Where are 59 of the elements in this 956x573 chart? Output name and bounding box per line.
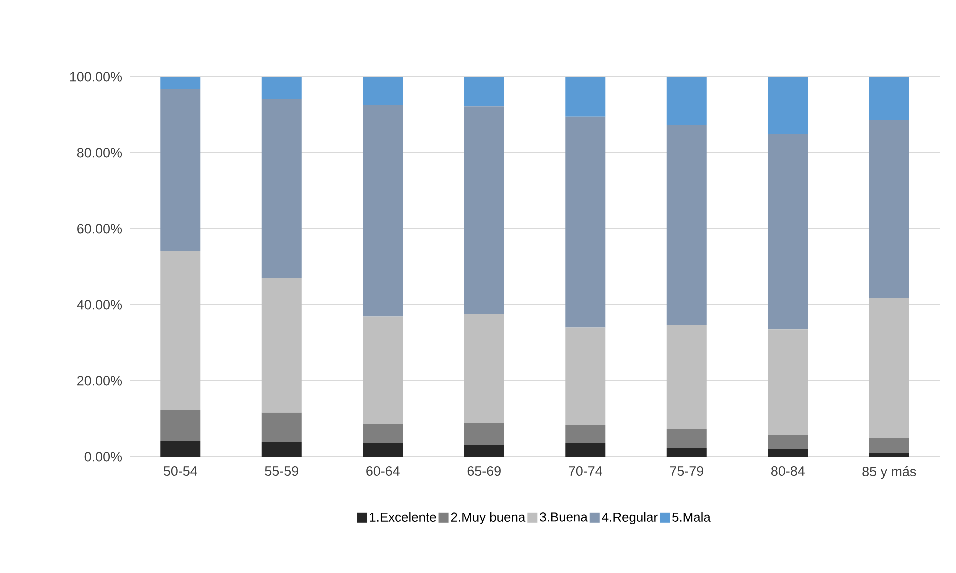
bar bbox=[160, 251, 201, 410]
legend-label: 3.Buena bbox=[540, 512, 588, 522]
bar bbox=[869, 453, 910, 457]
bar bbox=[363, 424, 404, 444]
bar bbox=[262, 76, 302, 100]
bar bbox=[768, 435, 808, 450]
bar bbox=[768, 76, 808, 134]
bar bbox=[160, 410, 201, 442]
bar bbox=[869, 298, 910, 438]
y-tick-label: 100.00% bbox=[70, 72, 122, 82]
bar bbox=[464, 76, 504, 107]
y-tick-label: 0.00% bbox=[84, 452, 122, 462]
bar bbox=[363, 105, 404, 317]
bar bbox=[363, 316, 404, 424]
bar bbox=[869, 438, 910, 454]
bar bbox=[363, 76, 404, 106]
bar bbox=[666, 125, 707, 326]
legend-label: 1.Excelente bbox=[370, 512, 436, 522]
bar bbox=[363, 443, 404, 457]
legend-label: 5.Mala bbox=[672, 512, 711, 522]
bar bbox=[768, 449, 808, 457]
bar bbox=[566, 76, 606, 117]
bar bbox=[566, 443, 606, 457]
bar bbox=[666, 326, 707, 430]
bar bbox=[566, 425, 606, 444]
bar bbox=[160, 441, 201, 457]
bar bbox=[262, 442, 302, 457]
x-tick-label: 50-54 bbox=[164, 466, 198, 476]
bar bbox=[666, 448, 707, 457]
bar bbox=[464, 106, 504, 314]
y-tick-label: 80.00% bbox=[77, 148, 122, 158]
bar bbox=[768, 134, 808, 330]
y-tick-label: 60.00% bbox=[78, 224, 122, 234]
bar bbox=[869, 76, 910, 120]
bar bbox=[464, 423, 504, 446]
x-tick-label: 60-64 bbox=[366, 466, 400, 476]
bar bbox=[464, 445, 504, 457]
bar bbox=[262, 99, 302, 278]
y-tick-label: 40.00% bbox=[77, 300, 122, 310]
bar bbox=[666, 76, 707, 126]
bar bbox=[262, 278, 302, 413]
legend-label: 2.Muy buena bbox=[451, 512, 526, 525]
bar bbox=[768, 330, 808, 436]
x-tick-label: 65-69 bbox=[468, 466, 501, 476]
bar bbox=[464, 314, 504, 424]
x-tick-label: 75-79 bbox=[670, 466, 704, 476]
bar bbox=[566, 116, 606, 328]
x-tick-label: 85 y más bbox=[862, 466, 916, 480]
x-tick-label: 70-74 bbox=[569, 466, 602, 476]
legend-label: 4.Regular bbox=[602, 512, 658, 525]
bar bbox=[869, 120, 910, 299]
bar bbox=[666, 429, 707, 448]
bar bbox=[160, 90, 201, 252]
x-tick-label: 55-59 bbox=[265, 466, 298, 476]
y-tick-label: 20.00% bbox=[78, 376, 122, 386]
bar bbox=[160, 76, 201, 90]
bar bbox=[566, 328, 606, 426]
x-tick-label: 80-84 bbox=[772, 466, 805, 476]
bar bbox=[262, 412, 302, 442]
